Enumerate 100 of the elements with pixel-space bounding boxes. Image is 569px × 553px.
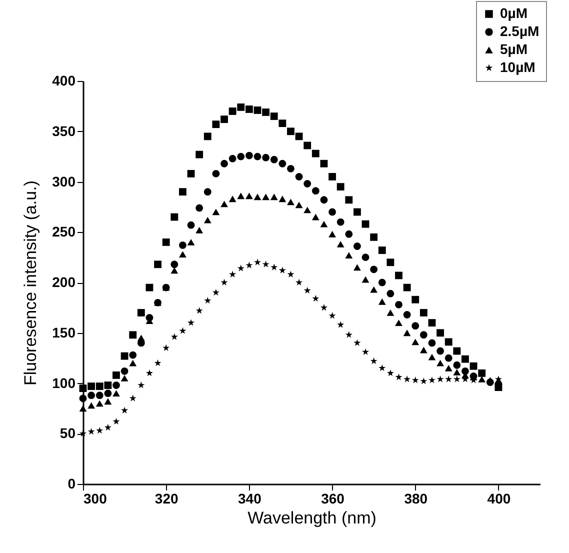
point [228,108,236,115]
point [254,194,262,200]
point [478,369,486,377]
point [404,376,411,382]
point [170,333,178,340]
point [237,264,244,272]
point [270,112,278,120]
point [278,196,286,202]
x-tick-label: 360 [321,490,345,506]
point [453,368,461,376]
point [79,405,87,412]
point [395,272,402,280]
point [462,355,469,363]
point [212,208,220,216]
point [229,270,236,278]
point [129,331,137,339]
point [187,319,195,326]
point [204,296,212,304]
point [137,309,145,316]
point [304,206,312,214]
legend-label: 0µM [500,5,528,21]
point [453,376,460,382]
point [295,173,303,180]
point [395,300,402,308]
point [386,290,394,298]
point [104,398,112,405]
point [353,264,361,271]
point [170,260,178,268]
point [220,116,228,123]
point [412,338,420,346]
point [436,376,444,382]
y-tick-label: 100 [52,374,76,391]
point [170,213,178,221]
point [320,220,328,228]
point [478,376,486,382]
point [196,307,203,314]
point [362,276,370,283]
point [336,183,344,190]
point [79,430,87,437]
point [104,424,112,431]
point [420,378,428,384]
point [162,344,170,351]
point [453,361,461,369]
point [179,327,186,334]
point [304,180,312,188]
point [79,394,87,402]
point [420,309,428,316]
point [436,347,444,355]
point [187,170,195,178]
point [444,338,452,346]
point [112,382,120,389]
point [296,278,303,286]
point [453,347,461,355]
point [88,402,96,409]
point [204,188,212,196]
x-tick-label: 300 [84,490,108,506]
point [237,192,245,200]
point [378,278,386,286]
point [196,150,204,158]
y-tick-label: 300 [52,173,76,190]
point [104,390,112,398]
point [262,260,270,268]
point [187,221,195,229]
point [237,152,245,160]
point [378,246,386,254]
point [278,266,286,274]
point [196,204,204,212]
point [245,152,253,160]
point [412,376,419,384]
point [220,278,228,286]
point [345,196,353,204]
point [88,428,95,435]
point [312,187,320,195]
legend-label: 10µM [500,59,536,75]
point [304,142,312,150]
point [220,200,228,208]
y-tick-label: 50 [60,425,76,442]
point [320,304,328,311]
point [370,233,378,241]
point [428,339,436,347]
point [395,320,402,326]
point [412,296,420,304]
y-tick-label: 200 [52,274,76,290]
point [370,286,378,293]
point [386,369,394,376]
point [287,164,294,172]
y-tick-label: 250 [52,224,76,240]
point [112,418,120,425]
x-axis-title: Wavelength (nm) [248,508,376,528]
point [79,384,87,392]
x-tick-label: 400 [487,490,511,506]
x-tick-label: 340 [238,490,262,506]
point [262,194,270,200]
point [428,319,436,327]
point [179,188,186,196]
y-axis-title: Fluoresence intensity (a.u.) [21,180,40,386]
point [312,214,320,220]
x-tick-label: 320 [154,490,178,506]
point [270,194,278,200]
point [96,426,104,434]
